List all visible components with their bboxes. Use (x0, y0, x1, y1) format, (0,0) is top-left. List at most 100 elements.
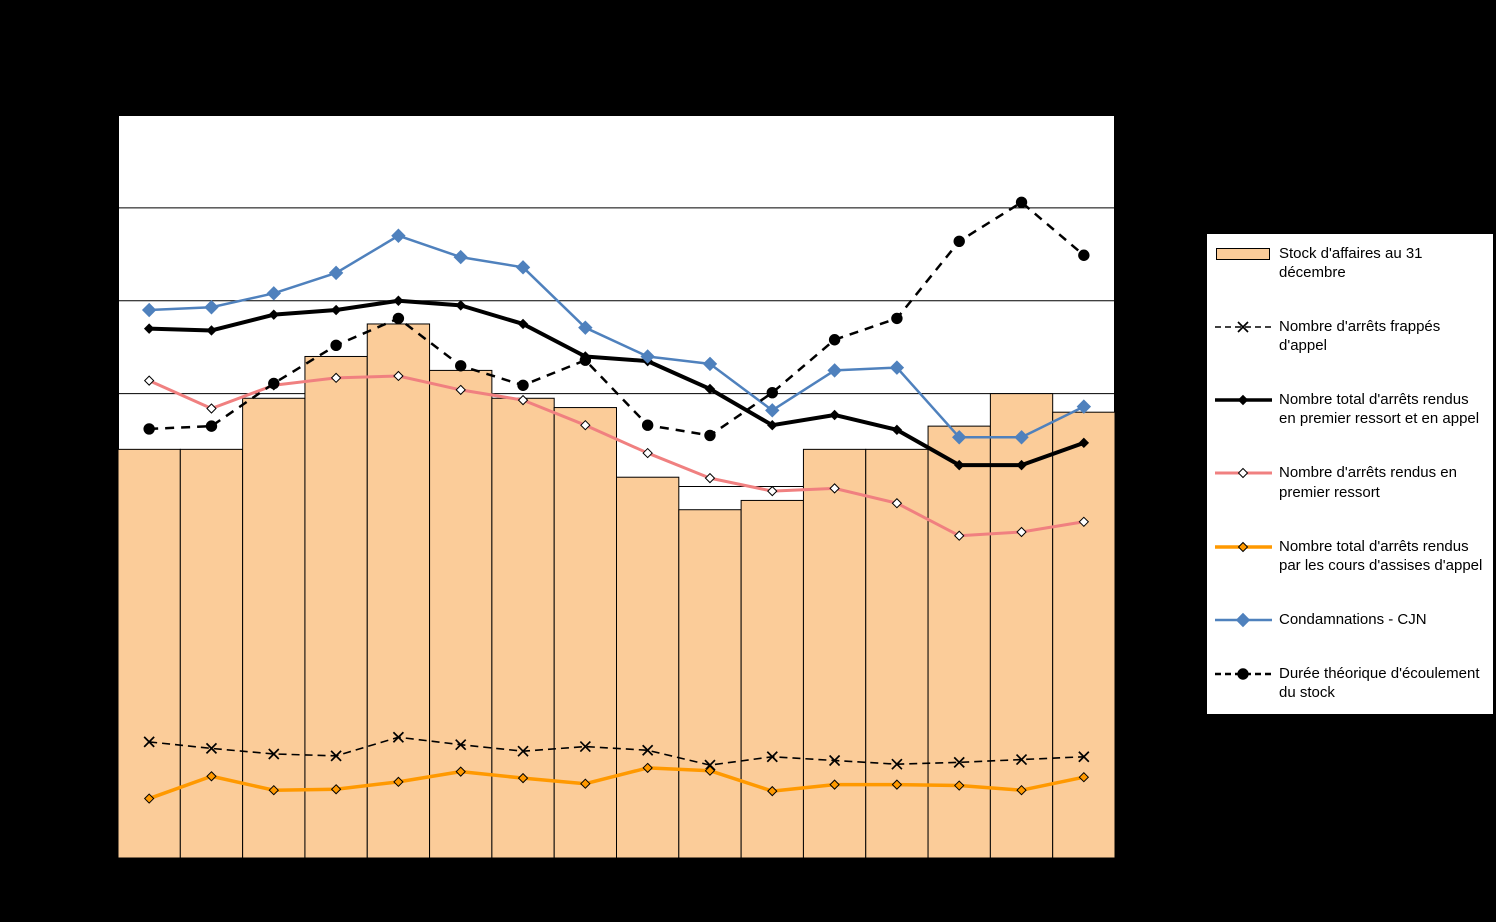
diamond-marker (391, 228, 406, 243)
legend: Stock d'affaires au 31 décembre Nombre d… (1206, 233, 1494, 715)
legend-item-condamnations-cjn: Condamnations - CJN (1215, 610, 1487, 629)
legend-item-label: Nombre d'arrêts frappés d'appel (1279, 318, 1441, 355)
bar (429, 369, 493, 858)
diamond-marker (891, 779, 903, 790)
diamond-marker (204, 300, 219, 315)
diamond-marker (1237, 468, 1249, 479)
legend-item-total-arrets: Nombre total d'arrêts rendus en premier … (1215, 390, 1487, 428)
circle-marker (891, 312, 903, 325)
diamond-marker (642, 762, 653, 774)
circle-marker (1078, 249, 1090, 261)
legend-item-duree-theorique: Durée théorique d'écoulement du stock (1215, 664, 1487, 702)
legend-swatch-dashed-x-line (1215, 319, 1272, 335)
diamond-marker (141, 302, 157, 318)
series-line (148, 374, 1085, 538)
x-marker (205, 742, 218, 755)
legend-swatch-svg (1215, 612, 1272, 627)
line-series-5 (143, 196, 1090, 442)
bar (179, 448, 244, 858)
diamond-marker (1078, 437, 1090, 449)
legend-item-label: Nombre d'arrêts rendus en premier ressor… (1279, 464, 1457, 501)
diamond-marker (266, 286, 281, 301)
x-marker (143, 736, 155, 748)
diamond-marker (268, 784, 279, 796)
legend-item-frappes-appel: Nombre d'arrêts frappés d'appel (1215, 317, 1487, 355)
legend-swatch-orange-line (1215, 539, 1272, 555)
bar (616, 476, 680, 858)
diamond-marker (952, 430, 967, 445)
x-marker (642, 744, 654, 756)
bar (491, 397, 555, 858)
legend-swatch-svg (1215, 321, 1272, 333)
legend-item-label: Durée théorique d'écoulement du stock (1279, 664, 1480, 701)
diamond-marker (393, 370, 404, 382)
legend-item-premier-ressort: Nombre d'arrêts rendus en premier ressor… (1215, 463, 1487, 501)
legend-swatch-black-line (1215, 392, 1272, 408)
diamond-marker (517, 394, 529, 406)
series-line (149, 201, 1085, 437)
diamond-marker (1078, 771, 1090, 783)
bar (865, 448, 929, 858)
diamond-marker (1237, 541, 1249, 552)
line-series-0 (143, 731, 1090, 771)
diamond-marker (268, 309, 279, 320)
x-marker (268, 748, 280, 760)
legend-item-label: Condamnations - CJN (1279, 610, 1427, 628)
diamond-marker (827, 363, 842, 378)
bar (242, 397, 306, 858)
diamond-marker (954, 530, 965, 541)
circle-marker (455, 360, 467, 372)
diamond-marker (143, 793, 155, 804)
circle-marker (1015, 196, 1028, 209)
diamond-marker (704, 472, 716, 484)
bar (927, 425, 991, 858)
bar-swatch (1216, 248, 1270, 260)
bar (304, 355, 368, 858)
x-marker (953, 756, 965, 768)
diamond-marker (453, 249, 468, 265)
diamond-marker (954, 780, 965, 791)
chart-svg (118, 115, 1115, 858)
diamond-marker (455, 384, 466, 396)
diamond-marker (455, 766, 466, 777)
diamond-marker (206, 403, 217, 414)
diamond-marker (889, 360, 905, 375)
diamond-marker (143, 323, 155, 334)
legend-item-assises-appel: Nombre total d'arrêts rendus par les cou… (1215, 537, 1487, 575)
legend-swatch-svg (1215, 668, 1272, 680)
circle-marker (828, 334, 841, 346)
x-marker (1078, 751, 1090, 763)
diamond-marker (829, 483, 840, 494)
circle-marker (1237, 668, 1249, 680)
series-line (149, 298, 1085, 468)
line-series-4 (141, 228, 1092, 445)
diamond-marker (455, 300, 466, 311)
diamond-marker (1014, 430, 1029, 445)
diamond-marker (767, 419, 778, 431)
circle-marker (766, 386, 778, 399)
legend-swatch-svg (1215, 395, 1272, 406)
diamond-marker (1016, 459, 1027, 471)
diamond-marker (1016, 526, 1027, 538)
diamond-marker (330, 372, 342, 384)
diamond-marker (515, 260, 531, 275)
x-marker (828, 754, 841, 767)
circle-marker (330, 339, 342, 352)
bar (989, 393, 1054, 858)
bar (553, 407, 617, 858)
diamond-marker (702, 356, 718, 372)
diamond-marker (891, 424, 903, 436)
diamond-marker (1078, 516, 1090, 527)
legend-swatch-dashed-circle-line (1215, 666, 1272, 682)
line-series-1 (143, 295, 1090, 471)
x-marker (704, 759, 716, 771)
legend-swatch-svg (1215, 541, 1272, 552)
line-series-3 (143, 762, 1090, 804)
diamond-marker (580, 419, 591, 431)
legend-swatch-pink-line (1215, 465, 1272, 481)
circle-marker (579, 354, 592, 366)
circle-marker (392, 312, 405, 325)
diamond-marker (767, 485, 778, 497)
diamond-marker (704, 383, 716, 395)
diamond-marker (1237, 395, 1249, 406)
